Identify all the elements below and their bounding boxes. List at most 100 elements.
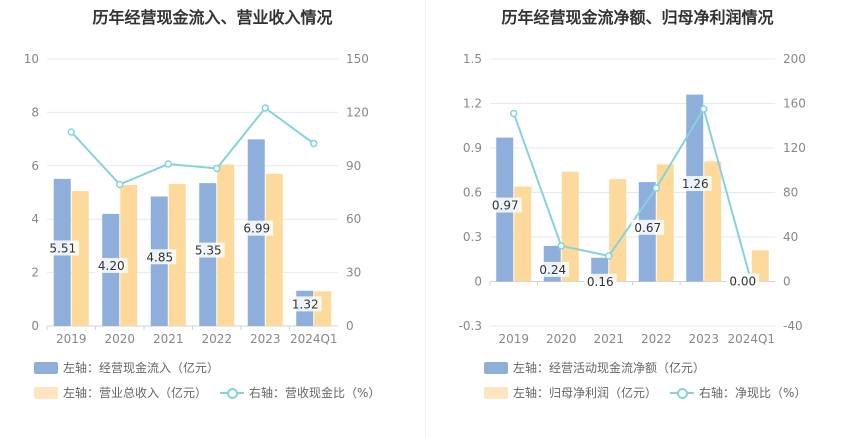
- line-point: [67, 128, 75, 136]
- y-left-tick-label: 10: [24, 52, 39, 66]
- y-left-tick-label: 2: [31, 266, 39, 280]
- data-label-bg: [240, 220, 274, 236]
- data-label-bg: [678, 176, 712, 192]
- data-label: 5.51: [49, 241, 76, 255]
- x-tick-label: 2022: [201, 332, 232, 346]
- x-tick-label: 2024Q1: [727, 332, 775, 346]
- legend-label: 左轴：营业总收入（亿元）: [63, 386, 208, 400]
- y-left-tick-label: -0.3: [459, 319, 482, 333]
- line-point: [213, 164, 221, 173]
- data-label: 5.35: [195, 244, 222, 258]
- panel-divider: [425, 0, 426, 437]
- y-left-tick-label: 0.3: [463, 230, 482, 244]
- legend-label: 左轴：经营活动现金流净额（亿元）: [513, 361, 706, 375]
- data-label: 1.26: [682, 177, 709, 191]
- y-right-tick-label: 200: [783, 52, 806, 66]
- bar: [120, 185, 138, 326]
- bar: [704, 161, 722, 282]
- bar: [561, 171, 579, 282]
- data-label: 0.67: [634, 221, 661, 235]
- x-tick-label: 2020: [104, 332, 135, 346]
- y-left-tick-label: 0.6: [463, 186, 482, 200]
- line-point: [652, 184, 660, 192]
- legend-label: 右轴：净现比（%）: [699, 386, 807, 400]
- x-tick-label: 2022: [641, 332, 672, 346]
- legend-swatch: [34, 361, 58, 374]
- legend-swatch: [484, 361, 508, 374]
- y-right-tick-label: 60: [346, 212, 361, 226]
- data-label-bg: [94, 257, 128, 273]
- data-label-bg: [288, 296, 322, 312]
- y-right-tick-label: 30: [346, 266, 361, 280]
- data-label-bg: [631, 219, 665, 235]
- data-label-bg: [191, 242, 225, 258]
- data-label: 0.16: [587, 275, 614, 289]
- y-right-tick-label: 0: [783, 275, 791, 289]
- chart-panel-cash-inflow: 历年经营现金流入、营业收入情况 0 2 4 6 8 10 0 30 60 90 120 150 2019…: [24, 8, 381, 401]
- y-right-tick-label: 150: [346, 52, 369, 66]
- data-label: 4.85: [146, 250, 173, 264]
- y-right-tick-label: 120: [783, 141, 806, 155]
- line-point: [164, 160, 172, 168]
- line-point: [310, 139, 318, 148]
- data-label-bg: [583, 273, 617, 289]
- x-tick-label: 2019: [56, 332, 87, 346]
- data-label-bg: [726, 273, 760, 289]
- y-right-tick-label: 120: [346, 105, 369, 119]
- y-left-tick-label: 1.2: [463, 97, 482, 111]
- legend-item-net-operating-cash[interactable]: 左轴：经营活动现金流净额（亿元）: [484, 359, 705, 376]
- bar: [168, 183, 186, 326]
- bar: [217, 164, 235, 326]
- line-point: [557, 242, 565, 250]
- data-label: 1.32: [292, 297, 319, 311]
- legend-swatch: [484, 386, 508, 399]
- data-label: 0.24: [539, 263, 566, 277]
- chart-title: 历年经营现金流净额、归母净利润情况: [501, 8, 774, 27]
- line-point: [605, 252, 613, 260]
- legend-swatch: [220, 387, 244, 399]
- y-left-tick-label: 4: [31, 212, 39, 226]
- chart-plot-net-cash-flow: -0.3 0 0.3 0.6 0.9 1.2 1.5 -40 0 40 80 120 160 200 201…: [459, 52, 806, 346]
- line-point: [116, 180, 124, 189]
- y-left-tick-label: 0.9: [463, 141, 482, 155]
- y-right-tick-label: 90: [346, 159, 361, 173]
- y-right-tick-label: 40: [783, 230, 798, 244]
- x-tick-label: 2020: [546, 332, 577, 346]
- y-left-tick-label: 0: [31, 319, 39, 333]
- legend-item-net-cash-ratio[interactable]: 右轴：净现比（%）: [670, 384, 806, 401]
- legend-item-cash-revenue-ratio[interactable]: 右轴：营收现金比（%）: [220, 384, 380, 401]
- legend-label: 左轴：归母净利润（亿元）: [513, 386, 658, 400]
- legend-item-net-profit[interactable]: 左轴：归母净利润（亿元）: [484, 384, 657, 401]
- series-line: [70, 106, 315, 186]
- data-label-bg: [143, 249, 177, 265]
- legend-swatch: [34, 386, 58, 399]
- x-tick-label: 2023: [250, 332, 281, 346]
- y-left-tick-label: 8: [31, 105, 39, 119]
- data-label-bg: [536, 261, 570, 277]
- chart-title: 历年经营现金流入、营业收入情况: [92, 8, 333, 27]
- data-label: 0.97: [492, 199, 519, 213]
- line-point: [700, 105, 708, 113]
- data-label: 6.99: [243, 222, 270, 236]
- chart-plot-cash-inflow: 0 2 4 6 8 10 0 30 60 90 120 150 2019 2020 2021 2022 2023…: [24, 52, 369, 346]
- x-tick-label: 2023: [688, 332, 719, 346]
- data-label: 0.00: [729, 275, 756, 289]
- y-left-tick-label: 0: [474, 275, 482, 289]
- legend-item-cash-inflow[interactable]: 左轴：经营现金流入（亿元）: [34, 359, 219, 376]
- bar: [265, 173, 283, 326]
- y-left-tick-label: 1.5: [463, 52, 482, 66]
- x-tick-label: 2021: [153, 332, 184, 346]
- legend-label: 左轴：经营现金流入（亿元）: [63, 361, 220, 375]
- y-right-tick-label: 80: [783, 186, 798, 200]
- line-point: [510, 109, 518, 118]
- legend-label: 右轴：营收现金比（%）: [249, 386, 381, 400]
- data-label: 4.20: [98, 259, 125, 273]
- legend-item-revenue[interactable]: 左轴：营业总收入（亿元）: [34, 384, 207, 401]
- legend-swatch: [670, 387, 694, 399]
- x-tick-label: 2024Q1: [290, 332, 338, 346]
- chart-panel-net-cash-flow: 历年经营现金流净额、归母净利润情况 -0.3 0 0.3 0.6 0.9 1.2 1.5 -4…: [425, 0, 850, 437]
- bar: [609, 179, 627, 282]
- data-label-bg: [488, 197, 522, 213]
- line-point: [261, 104, 269, 112]
- data-label-bg: [46, 240, 80, 256]
